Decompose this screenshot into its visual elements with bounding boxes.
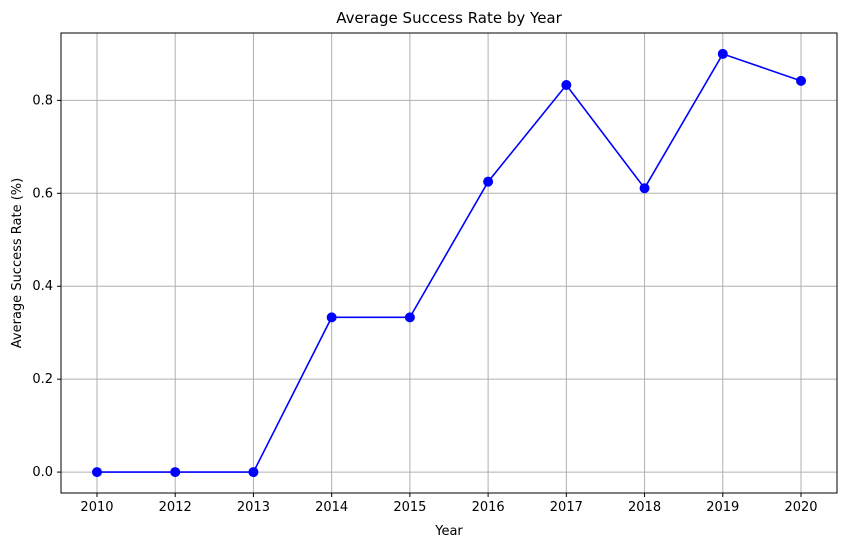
y-tick-label: 0.6 [32,186,53,201]
x-tick-label: 2017 [550,500,583,515]
data-point-2020 [796,75,807,86]
data-point-2017 [561,80,572,91]
x-tick-label: 2015 [393,500,426,515]
data-point-2013 [248,467,259,478]
x-tick-label: 2013 [237,500,270,515]
series [91,48,807,478]
y-tick-label: 0.2 [32,372,53,387]
chart-title: Average Success Rate by Year [336,9,562,27]
data-point-2019 [717,48,728,59]
x-axis-label: Year [434,524,463,539]
axis-ticks: 2010 2012 2013 2014 2015 2016 2017 2018 2019 2020… [32,93,817,515]
x-tick-label: 2012 [159,500,192,515]
x-tick-label: 2018 [628,500,661,515]
data-point-2014 [326,312,337,323]
y-tick-label: 0.8 [32,93,53,108]
plot-area-frame [60,32,838,494]
data-point-2016 [483,176,494,187]
x-tick-label: 2020 [784,500,817,515]
y-tick-label: 0.4 [32,279,53,294]
data-point-2015 [404,312,415,323]
x-tick-label: 2019 [706,500,739,515]
data-point-2018 [639,183,650,194]
data-point-2010 [91,467,102,478]
x-tick-label: 2016 [472,500,505,515]
series-line [96,52,802,473]
x-tick-label: 2010 [80,500,113,515]
data-point-2012 [170,467,181,478]
y-tick-label: 0.0 [32,465,53,480]
x-tick-label: 2014 [315,500,348,515]
y-axis-label: Average Success Rate (%) [10,178,25,348]
